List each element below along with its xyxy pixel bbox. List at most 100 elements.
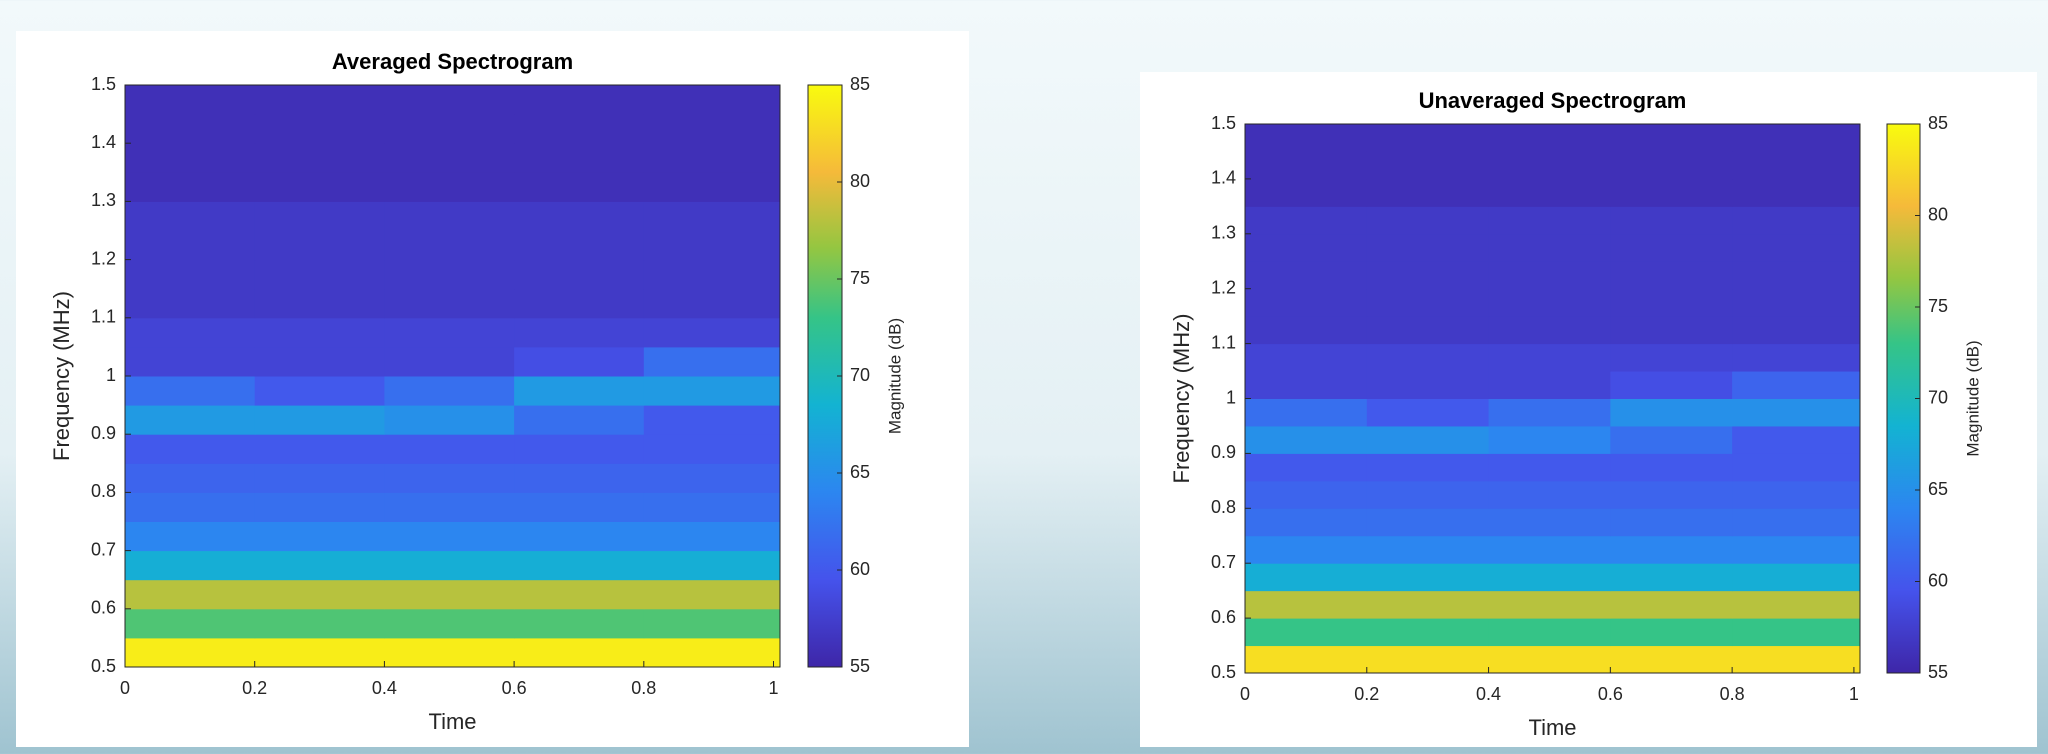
heatmap-cell xyxy=(1245,425,1368,454)
heatmap-cell xyxy=(1610,398,1733,427)
colorbar-tick-label: 55 xyxy=(1928,662,1948,682)
heatmap-cell xyxy=(1245,563,1368,592)
heatmap-cell xyxy=(1245,288,1368,317)
colorbar-tick-label: 80 xyxy=(850,171,870,191)
heatmap-cell xyxy=(384,405,515,435)
heatmap-cell xyxy=(1732,425,1861,454)
heatmap-cell xyxy=(125,201,256,231)
colorbar xyxy=(807,84,843,668)
heatmap-cell xyxy=(1245,124,1368,152)
heatmap-cell xyxy=(384,172,515,202)
heatmap-cell xyxy=(1488,398,1611,427)
heatmap-cell xyxy=(1366,151,1490,180)
heatmap-cell xyxy=(643,143,781,173)
heatmap-cell xyxy=(1488,151,1611,180)
heatmap-cell xyxy=(1488,261,1611,290)
colorbar-tick-label: 70 xyxy=(1928,387,1948,407)
heatmap-cell xyxy=(1488,480,1611,509)
x-tick-label: 0.8 xyxy=(631,678,656,698)
heatmap-cell xyxy=(1610,425,1733,454)
y-tick-label: 0.6 xyxy=(91,598,116,618)
x-axis-label: Time xyxy=(1528,715,1576,740)
heatmap-cell xyxy=(1366,618,1490,647)
heatmap-cell xyxy=(643,521,781,552)
colorbar-tick-label: 70 xyxy=(850,365,870,385)
heatmap-cell xyxy=(1610,453,1733,482)
heatmap-cell xyxy=(1732,590,1861,619)
x-tick-label: 0.2 xyxy=(1354,684,1379,704)
heatmap-cell xyxy=(643,114,781,144)
heatmap-cell xyxy=(1488,178,1611,207)
heatmap-cell xyxy=(384,201,515,231)
heatmap-cell xyxy=(254,434,385,464)
heatmap-cell xyxy=(1610,233,1733,262)
x-tick-label: 0.4 xyxy=(372,678,397,698)
heatmap-cell xyxy=(1488,124,1611,152)
heatmap-cell xyxy=(384,317,515,348)
heatmap-cell xyxy=(1488,316,1611,345)
y-tick-label: 0.9 xyxy=(1211,442,1236,462)
y-tick-label: 1.4 xyxy=(91,132,116,152)
heatmap-cell xyxy=(643,550,781,581)
y-tick-label: 0.9 xyxy=(91,423,116,443)
heatmap-cell xyxy=(125,405,256,435)
heatmap-cell xyxy=(254,114,385,144)
heatmap-cell xyxy=(643,346,781,377)
heatmap-cell xyxy=(1610,316,1733,345)
heatmap-cell xyxy=(125,463,256,493)
y-tick-label: 1.4 xyxy=(1211,168,1236,188)
heatmap-cell xyxy=(254,346,385,377)
heatmap-cell xyxy=(254,288,385,319)
heatmap-cell xyxy=(1366,645,1490,674)
heatmap-cell xyxy=(125,288,256,319)
heatmap-cell xyxy=(643,463,781,493)
heatmap-cell xyxy=(1732,343,1861,372)
y-tick-label: 1.1 xyxy=(91,307,116,327)
y-tick-label: 1.5 xyxy=(91,74,116,94)
heatmap-cell xyxy=(643,434,781,464)
heatmap-cell xyxy=(1732,371,1861,399)
heatmap-cell xyxy=(1245,398,1368,427)
heatmap-cell xyxy=(384,143,515,173)
heatmap-cell xyxy=(1366,178,1490,207)
heatmap-cell xyxy=(643,288,781,319)
heatmap-cell xyxy=(1245,261,1368,290)
heatmap-cell xyxy=(1732,124,1861,152)
heatmap-cell xyxy=(514,521,645,552)
heatmap-cell xyxy=(514,346,645,377)
y-tick-label: 1.2 xyxy=(1211,277,1236,297)
heatmap-cell xyxy=(514,376,645,406)
colorbar-tick-label: 60 xyxy=(1928,570,1948,590)
heatmap-cell xyxy=(1732,206,1861,235)
heatmap-cell xyxy=(514,114,645,144)
heatmap-cell xyxy=(1610,124,1733,152)
heatmap-cell xyxy=(254,230,385,261)
heatmap-cell xyxy=(1245,316,1368,345)
heatmap-cell xyxy=(384,85,515,115)
y-tick-label: 1 xyxy=(106,365,116,385)
x-tick-label: 0.8 xyxy=(1720,684,1745,704)
heatmap-cell xyxy=(125,346,256,377)
heatmap-cell xyxy=(254,608,385,639)
heatmap-cell xyxy=(254,637,385,668)
chart-title: Unaveraged Spectrogram xyxy=(1419,88,1687,113)
heatmap-cell xyxy=(384,637,515,668)
heatmap-cell xyxy=(1732,618,1861,647)
heatmap-cell xyxy=(1488,288,1611,317)
x-tick-label: 0.2 xyxy=(242,678,267,698)
heatmap-cell xyxy=(1366,233,1490,262)
heatmap-cell xyxy=(1488,371,1611,399)
heatmap-cell xyxy=(643,637,781,668)
heatmap-cell xyxy=(514,550,645,581)
heatmap-cell xyxy=(1366,453,1490,482)
heatmap-cell xyxy=(1366,316,1490,345)
heatmap-cell xyxy=(125,230,256,261)
heatmap-cell xyxy=(1366,371,1490,399)
heatmap-cell xyxy=(1366,508,1490,537)
heatmap-cell xyxy=(643,201,781,231)
heatmap-cell xyxy=(254,317,385,348)
heatmap-cell xyxy=(1366,425,1490,454)
heatmap-cell xyxy=(1245,508,1368,537)
heatmap-cell xyxy=(1610,508,1733,537)
colorbar-tick-label: 80 xyxy=(1928,204,1948,224)
